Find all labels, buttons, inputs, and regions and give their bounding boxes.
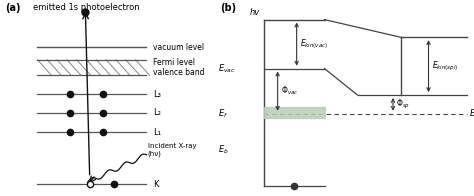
Text: L₃: L₃: [153, 90, 161, 99]
Text: $E_f$: $E_f$: [469, 107, 474, 120]
Text: L₂: L₂: [153, 108, 161, 117]
Text: $E_{kin(vac)}$: $E_{kin(vac)}$: [300, 37, 328, 51]
Text: Incident X-ray
(hν): Incident X-ray (hν): [147, 143, 196, 157]
Text: $\Phi_{sp}$: $\Phi_{sp}$: [396, 98, 410, 111]
Text: Fermi level
valence band: Fermi level valence band: [153, 58, 204, 77]
Text: hv: hv: [250, 8, 260, 17]
Text: (a): (a): [5, 3, 20, 13]
Text: (b): (b): [220, 3, 237, 13]
Text: $\Phi_{vac}$: $\Phi_{vac}$: [281, 85, 298, 97]
Text: $E_{kin(spl)}$: $E_{kin(spl)}$: [431, 60, 458, 73]
Text: emitted 1s photoelectron: emitted 1s photoelectron: [33, 3, 140, 12]
Text: K: K: [153, 180, 158, 189]
Text: vacuum level: vacuum level: [153, 43, 204, 52]
Text: $E_f$: $E_f$: [218, 107, 228, 120]
Bar: [264, 107, 325, 118]
Text: $E_{vac}$: $E_{vac}$: [218, 62, 236, 75]
Text: L₁: L₁: [153, 128, 161, 137]
Text: $E_b$: $E_b$: [218, 144, 229, 156]
